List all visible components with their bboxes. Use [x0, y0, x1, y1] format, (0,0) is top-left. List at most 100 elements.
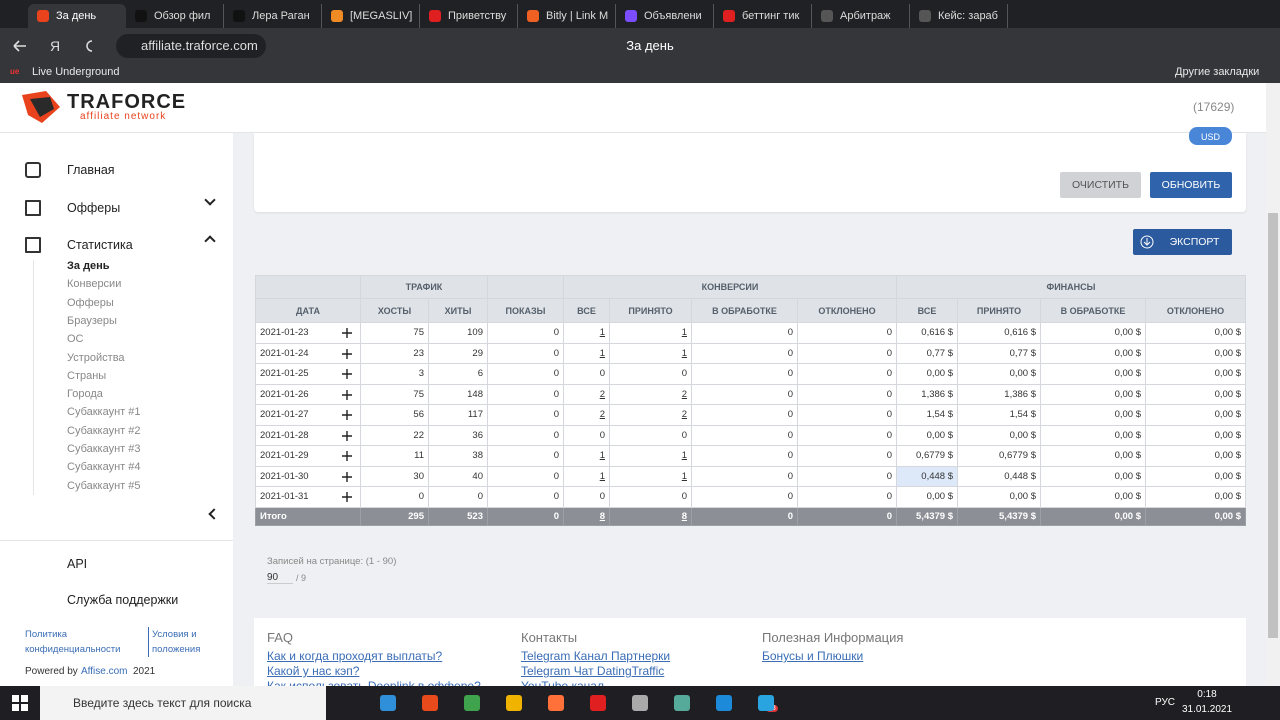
- nav-item[interactable]: Главная: [67, 163, 115, 177]
- column-header[interactable]: ОТКЛОНЕНО: [1145, 298, 1246, 323]
- tab[interactable]: беттинг тик: [714, 4, 812, 28]
- tab[interactable]: Объявлени: [616, 4, 714, 28]
- tab[interactable]: Приветству: [420, 4, 518, 28]
- search-box[interactable]: Введите здесь текст для поиска: [73, 696, 252, 710]
- taskbar-app[interactable]: [716, 695, 732, 711]
- expand-icon[interactable]: [342, 389, 352, 400]
- cell[interactable]: 1: [609, 322, 692, 344]
- column-header[interactable]: ОТКЛОНЕНО: [797, 298, 897, 323]
- column-header[interactable]: ХОСТЫ: [360, 298, 429, 323]
- column-header[interactable]: В ОБРАБОТКЕ: [1040, 298, 1146, 323]
- support[interactable]: Служба поддержки: [67, 593, 179, 607]
- cell[interactable]: 2: [563, 404, 610, 426]
- expand-icon[interactable]: [342, 471, 352, 482]
- tab[interactable]: Лера Раган: [224, 4, 322, 28]
- cell[interactable]: 1: [563, 342, 610, 364]
- nav-item[interactable]: Статистика: [67, 238, 133, 252]
- sub-item[interactable]: Страны: [67, 369, 107, 382]
- privacy[interactable]: Политика конфиденциальности: [25, 629, 121, 655]
- expand-icon[interactable]: [342, 451, 352, 461]
- per-page[interactable]: 90: [267, 572, 293, 584]
- tab[interactable]: [MEGASLIV]: [322, 4, 420, 28]
- column-header[interactable]: ПОКАЗЫ: [487, 298, 564, 323]
- nav-item[interactable]: Офферы: [67, 201, 121, 215]
- scrollbar[interactable]: [1266, 83, 1280, 686]
- footer-link[interactable]: Бонусы и Плюшки: [762, 649, 864, 663]
- footer-link[interactable]: Telegram Чат DatingTraffic: [521, 664, 665, 678]
- column-header[interactable]: ХИТЫ: [428, 298, 488, 323]
- tab[interactable]: Кейс: зараб: [910, 4, 1008, 28]
- expand-icon[interactable]: [342, 492, 352, 502]
- cell: 0,00 $: [1040, 363, 1146, 385]
- sub-item[interactable]: Браузеры: [67, 314, 117, 327]
- affise[interactable]: Affise.com: [81, 666, 128, 677]
- column-header[interactable]: В ОБРАБОТКЕ: [691, 298, 798, 323]
- sub-item[interactable]: За день: [67, 260, 110, 272]
- tab[interactable]: Арбитраж: [812, 4, 910, 28]
- sub-item[interactable]: Субаккаунт #4: [67, 461, 141, 474]
- tab[interactable]: За день: [28, 4, 126, 28]
- sub-item[interactable]: Города: [67, 388, 103, 401]
- currency[interactable]: USD: [1189, 127, 1232, 145]
- column-header[interactable]: ДАТА: [255, 298, 361, 323]
- sub-item[interactable]: Субаккаунт #3: [67, 443, 141, 455]
- account[interactable]: (17629): [1193, 100, 1235, 114]
- column-header[interactable]: ПРИНЯТО: [609, 298, 692, 323]
- column-header[interactable]: ВСЕ: [896, 298, 958, 323]
- cell[interactable]: 1: [563, 465, 610, 487]
- cell[interactable]: 2: [609, 383, 692, 405]
- refresh-button[interactable]: ОБНОВИТЬ: [1150, 172, 1232, 198]
- taskbar-app[interactable]: [632, 695, 648, 711]
- column-header[interactable]: ПРИНЯТО: [957, 298, 1041, 323]
- column-header[interactable]: ВСЕ: [563, 298, 610, 323]
- cell: 0: [797, 383, 897, 405]
- sub-item[interactable]: Устройства: [67, 351, 125, 364]
- footer-link[interactable]: Как и когда проходят выплаты?: [267, 649, 443, 663]
- start-button[interactable]: [12, 695, 28, 711]
- footer-link[interactable]: Какой у нас кэп?: [267, 664, 360, 678]
- api[interactable]: API: [67, 557, 88, 571]
- expand-icon[interactable]: [342, 369, 352, 379]
- footer-link[interactable]: Telegram Канал Партнерки: [521, 649, 671, 663]
- tab[interactable]: Обзор фил: [126, 4, 224, 28]
- cell: 0,00 $: [1145, 486, 1246, 508]
- tab[interactable]: Bitly | Link M: [518, 4, 616, 28]
- taskbar-app[interactable]: [548, 695, 564, 711]
- taskbar-app[interactable]: [758, 695, 774, 711]
- taskbar-app[interactable]: [590, 695, 606, 711]
- expand-icon[interactable]: [342, 328, 352, 338]
- sub-item[interactable]: ОС: [67, 333, 84, 346]
- taskbar-app[interactable]: [674, 695, 690, 711]
- sub-item[interactable]: Офферы: [67, 296, 114, 309]
- url[interactable]: affiliate.traforce.com: [141, 38, 258, 53]
- sub-item[interactable]: Субаккаунт #5: [67, 479, 141, 492]
- cell[interactable]: 1: [609, 342, 692, 364]
- cell[interactable]: 1: [609, 445, 692, 467]
- total-cell: 5,4379 $: [957, 506, 1041, 526]
- cell[interactable]: 1: [563, 322, 610, 344]
- sub-item[interactable]: Субаккаунт #1: [67, 406, 141, 419]
- expand-icon[interactable]: [342, 410, 352, 420]
- taskbar-app[interactable]: [506, 695, 522, 711]
- taskbar-app[interactable]: [380, 695, 396, 711]
- cell: 0: [487, 486, 564, 508]
- cell[interactable]: 1: [609, 465, 692, 487]
- expand-icon[interactable]: [342, 348, 352, 359]
- expand-icon[interactable]: [342, 430, 352, 441]
- cell[interactable]: 2: [609, 404, 692, 426]
- bookmark[interactable]: Live Underground: [32, 66, 120, 78]
- cell: 0,6779 $: [896, 445, 958, 467]
- terms[interactable]: Условия и положения: [148, 627, 218, 657]
- sub-item[interactable]: Субаккаунт #2: [67, 424, 141, 437]
- cell[interactable]: 2: [563, 383, 610, 405]
- cell: 2021-01-24: [255, 342, 361, 364]
- cell[interactable]: 1: [563, 445, 610, 467]
- cell: 0,00 $: [1040, 424, 1146, 446]
- cell: 0: [563, 363, 610, 385]
- collapse[interactable]: [208, 508, 220, 520]
- clear-button[interactable]: ОЧИСТИТЬ: [1060, 172, 1141, 198]
- taskbar-app[interactable]: [422, 695, 438, 711]
- sub-item[interactable]: Конверсии: [67, 278, 122, 291]
- other-bookmarks[interactable]: Другие закладки: [1175, 66, 1260, 78]
- taskbar-app[interactable]: [464, 695, 480, 711]
